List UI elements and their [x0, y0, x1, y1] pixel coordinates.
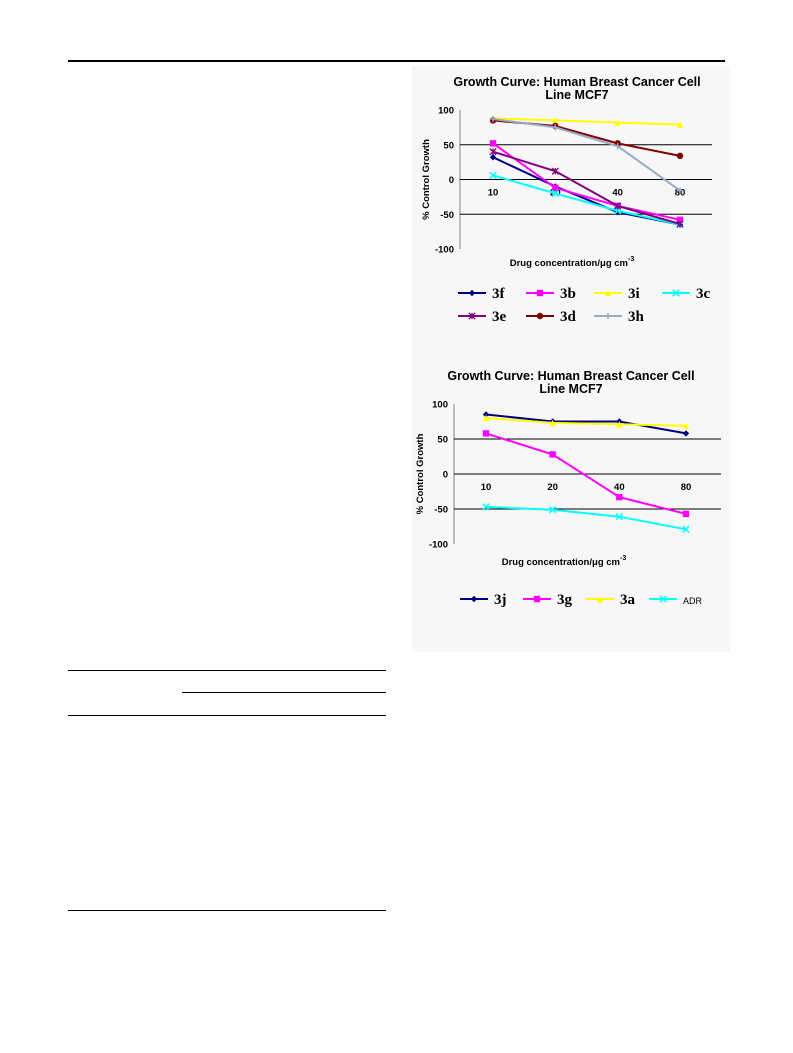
table-sub-rule: [182, 692, 386, 693]
chart2-series-3g-point-3: [616, 493, 623, 501]
chart1-series-3e-point-2: [551, 167, 559, 175]
chart1-x-axis-label-sup: -3: [628, 256, 634, 263]
chart2-legend-3g-marker: [533, 595, 541, 603]
chart1-series-3d-point-4: [676, 152, 684, 160]
chart1-series-3e-point-3: [614, 202, 622, 210]
chart1-series-3e-point-4: [676, 220, 684, 228]
chart1-series-3h-point-2: [552, 124, 559, 131]
chart1-series-3i-point-4: [676, 121, 684, 128]
chart2-series-3g-point-4: [682, 510, 690, 518]
chart1-legend-3c-label: 3c: [696, 286, 711, 302]
chart2-legend-3j-label: 3j: [494, 592, 507, 608]
chart1-series-3b-point-2: [552, 184, 559, 192]
chart2-series-3a-point-3: [616, 421, 623, 428]
chart1-series-3f-point-1: [489, 154, 497, 161]
chart2-series-3j-point-1: [482, 411, 490, 418]
chart2-ytick--100: -100: [429, 540, 448, 551]
chart1-series-3e-point-1: [489, 148, 497, 156]
chart2-series-3a-point-4: [682, 422, 690, 429]
chart1-legend-3i-label: 3i: [628, 286, 640, 302]
table-top-rule: [68, 670, 386, 671]
chart2-ytick-100: 100: [432, 400, 448, 411]
chart2-series-ADR-point-3: [615, 512, 624, 521]
growth-curve-chart-2: Growth Curve: Human Breast Cancer CellLi…: [415, 369, 721, 608]
chart1-series-3e-line: [492, 150, 681, 225]
chart2-ytick-0: 0: [443, 470, 448, 481]
chart1-ytick-50: 50: [443, 140, 454, 151]
chart2-legend-3a-marker: [596, 595, 604, 603]
chart1-series-3b-point-4: [676, 216, 684, 224]
chart1-series-3i-line: [492, 117, 681, 126]
chart1-legend-3c-marker: [672, 289, 680, 297]
chart1-ytick-100: 100: [438, 106, 454, 117]
chart2-xtick-20: 20: [547, 482, 558, 493]
chart2-x-axis-label: Drug concentration/μg cm-3: [502, 555, 627, 568]
chart2-legend-3a-label: 3a: [620, 592, 636, 608]
chart2-series-3j-point-4: [682, 430, 690, 437]
chart2-xtick-40: 40: [614, 482, 625, 493]
chart2-series-3g-line: [485, 432, 687, 515]
chart1-legend-3b-label: 3b: [560, 286, 576, 302]
table-header-rule: [68, 715, 386, 716]
chart1-x-axis-label: Drug concentration/μg cm-3: [510, 256, 635, 269]
chart1-legend-3b-marker: [536, 289, 544, 297]
chart1-series-3h-point-4: [676, 187, 684, 194]
table-bottom-rule: [68, 910, 386, 911]
chart1-series-3d-line: [492, 119, 681, 157]
chart2-xtick-80: 80: [681, 482, 692, 493]
growth-curve-chart-1: Growth Curve: Human Breast Cancer CellLi…: [421, 75, 712, 325]
chart2-series-ADR-point-4: [682, 525, 690, 534]
chart1-ytick-0: 0: [449, 175, 454, 186]
chart2-series-ADR-line: [485, 505, 687, 531]
chart1-series-3h-point-1: [489, 115, 497, 123]
chart1-series-3b-line: [492, 142, 681, 221]
chart1-series-3i-point-2: [552, 117, 559, 124]
chart2-title-line-1: Growth Curve: Human Breast Cancer Cell: [447, 369, 694, 383]
chart1-title-line-1: Growth Curve: Human Breast Cancer Cell: [453, 75, 700, 89]
chart2-series-ADR-point-2: [548, 505, 557, 514]
figure-panel: [412, 66, 730, 652]
chart2-legend-ADR-label: ADR: [683, 596, 703, 606]
chart1-ytick--50: -50: [440, 210, 454, 221]
chart2-series-ADR-point-1: [482, 503, 490, 511]
chart2-series-3j-line: [485, 413, 687, 435]
chart2-series-3g-point-1: [482, 430, 490, 437]
chart2-xtick-10: 10: [481, 482, 492, 493]
chart1-legend-3e-marker: [468, 312, 476, 320]
chart1-legend-3f-label: 3f: [492, 286, 506, 302]
chart2-y-axis-label: % Control Growth: [415, 433, 426, 514]
chart1-series-3c-point-1: [489, 171, 497, 180]
chart2-series-3a-line: [485, 417, 687, 427]
chart2-series-3g-point-2: [549, 451, 556, 458]
chart2-title-line-2: Line MCF7: [539, 382, 602, 396]
chart1-series-3c-point-2: [551, 189, 560, 198]
chart1-xtick-10: 10: [488, 188, 499, 199]
header-rule: [68, 60, 725, 62]
chart2-legend-3j-marker: [470, 595, 478, 603]
chart2-legend-ADR-marker: [659, 595, 667, 603]
chart1-legend-3f-marker: [468, 289, 476, 297]
chart1-legend-3e-label: 3e: [492, 309, 507, 325]
chart1-legend-3h-marker: [604, 312, 612, 320]
chart1-series-3h-line: [492, 118, 681, 192]
chart1-legend-3d-label: 3d: [560, 309, 577, 325]
chart1-legend-3h-label: 3h: [628, 309, 645, 325]
chart2-series-3a-point-1: [482, 414, 490, 422]
chart1-xtick-40: 40: [612, 188, 623, 199]
chart2-legend-3g-label: 3g: [557, 592, 573, 608]
chart2-series-3a-point-2: [549, 419, 556, 427]
chart1-series-3i-point-3: [614, 119, 621, 126]
chart1-ytick--100: -100: [435, 245, 454, 256]
chart2-x-axis-label-sup: -3: [620, 555, 626, 562]
chart2-ytick-50: 50: [437, 435, 448, 446]
chart1-series-3c-line: [492, 174, 681, 226]
chart1-y-axis-label: % Control Growth: [421, 139, 432, 220]
chart2-ytick--50: -50: [434, 505, 448, 516]
chart1-legend-3i-marker: [604, 289, 612, 297]
chart1-title-line-2: Line MCF7: [545, 88, 608, 102]
chart1-series-3h-point-3: [614, 142, 621, 150]
chart1-series-3b-point-1: [489, 140, 497, 147]
chart1-legend-3d-marker: [536, 312, 544, 320]
